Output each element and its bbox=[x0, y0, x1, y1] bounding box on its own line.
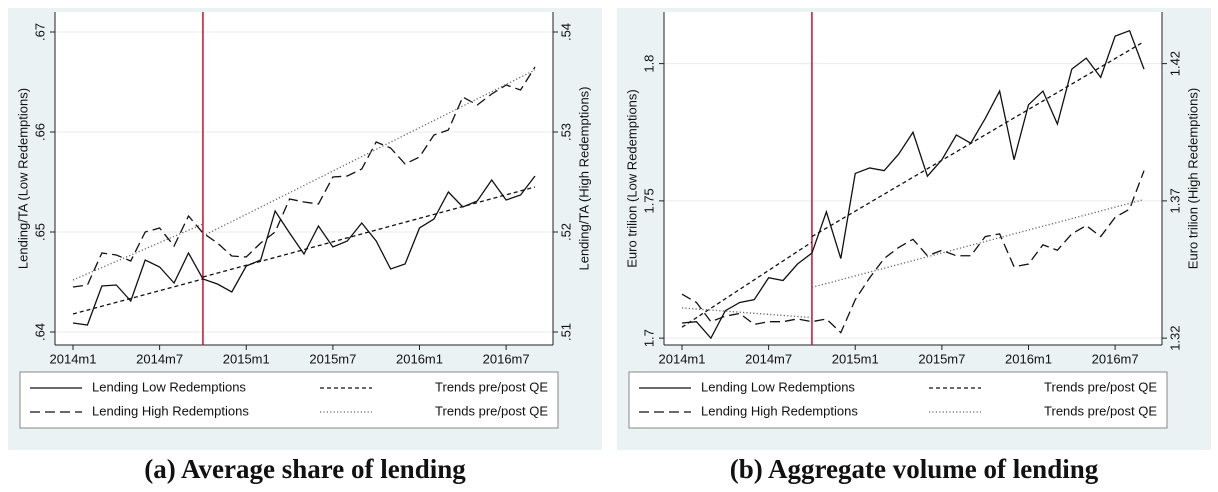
x-tick-label: 2014m7 bbox=[136, 351, 183, 366]
legend-box bbox=[628, 371, 1168, 429]
y2-tick-label: 1.42 bbox=[1167, 51, 1182, 76]
y2-axis-title: Euro trilion (High Redemptions) bbox=[1185, 88, 1200, 269]
x-tick-label: 2015m7 bbox=[918, 351, 965, 366]
plot-area bbox=[664, 12, 1162, 345]
caption: (b) Aggregate volume of lending bbox=[730, 454, 1099, 484]
x-tick-label: 2015m1 bbox=[832, 351, 879, 366]
y2-tick-label: .53 bbox=[558, 123, 573, 141]
x-tick-label: 2015m7 bbox=[309, 351, 356, 366]
y-tick-label: 1.75 bbox=[641, 188, 656, 213]
series-line bbox=[72, 175, 536, 326]
y2-tick-label: 1.32 bbox=[1167, 325, 1182, 350]
y2-tick-label: .52 bbox=[558, 223, 573, 241]
y-tick-label: .67 bbox=[32, 23, 47, 41]
y2-tick-label: .54 bbox=[558, 23, 573, 41]
legend-label: Trends pre/post QE bbox=[435, 403, 548, 418]
y-tick-label: 1.8 bbox=[641, 55, 656, 73]
series-line bbox=[681, 41, 1145, 328]
y-axis-title: Euro trilion (Low Redemptions) bbox=[624, 89, 639, 267]
x-tick-label: 2016m7 bbox=[483, 351, 530, 366]
legend-label: Lending High Redemptions bbox=[92, 403, 249, 418]
legend-label: Trends pre/post QE bbox=[435, 379, 548, 394]
x-tick-label: 2016m7 bbox=[1092, 351, 1139, 366]
x-tick-label: 2016m1 bbox=[1005, 351, 1052, 366]
y-tick-label: .65 bbox=[32, 223, 47, 241]
legend-label: Trends pre/post QE bbox=[1044, 403, 1157, 418]
y2-tick-label: 1.37 bbox=[1167, 188, 1182, 213]
x-tick-label: 2014m1 bbox=[50, 351, 97, 366]
legend-label: Lending High Redemptions bbox=[701, 403, 858, 418]
x-tick-label: 2016m1 bbox=[396, 351, 443, 366]
legend-box bbox=[19, 371, 559, 429]
y-tick-label: 1.7 bbox=[641, 329, 656, 347]
series-line bbox=[681, 198, 1145, 319]
y-tick-label: .64 bbox=[32, 323, 47, 341]
plot-area bbox=[55, 12, 553, 345]
series-line bbox=[681, 170, 1145, 334]
legend-label: Lending Low Redemptions bbox=[701, 379, 855, 394]
y2-axis-title: Lending/TA (High Redemptions) bbox=[576, 86, 591, 270]
x-tick-label: 2015m1 bbox=[223, 351, 270, 366]
series-line bbox=[72, 69, 536, 281]
series-line bbox=[72, 66, 536, 288]
y-tick-label: .66 bbox=[32, 123, 47, 141]
legend-label: Trends pre/post QE bbox=[1044, 379, 1157, 394]
x-tick-label: 2014m7 bbox=[745, 351, 792, 366]
series-line bbox=[72, 186, 536, 315]
caption: (a) Average share of lending bbox=[144, 454, 466, 484]
y2-tick-label: .51 bbox=[558, 323, 573, 341]
y-axis-title: Lending/TA (Low Redemptions) bbox=[15, 88, 30, 269]
legend-label: Lending Low Redemptions bbox=[92, 379, 246, 394]
x-tick-label: 2014m1 bbox=[659, 351, 706, 366]
